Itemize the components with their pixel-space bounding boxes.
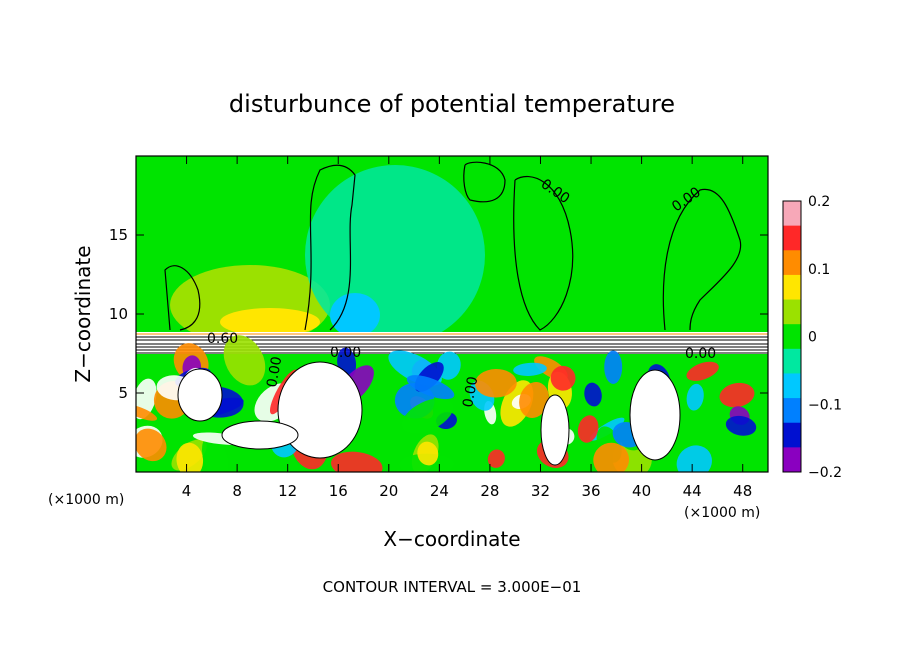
zero-contour — [662, 188, 742, 331]
eddy — [417, 441, 439, 466]
eddy — [436, 351, 461, 380]
x-ticks: 4 8 12 16 20 24 28 32 36 40 44 48 — [182, 156, 752, 500]
colorbar-tick-label: 0.2 — [808, 194, 830, 210]
eddy-core — [629, 369, 681, 461]
x-tick-label: 12 — [278, 482, 297, 500]
eddy — [577, 415, 599, 443]
colorbar-tick-label: 0 — [808, 330, 817, 346]
zero-contour — [463, 161, 506, 203]
contour-label: 0.00 — [264, 355, 285, 388]
x-unit-label: (×1000 m) — [684, 505, 760, 521]
eddy — [176, 442, 204, 472]
colorbar-swatch — [783, 398, 801, 424]
eddy — [519, 382, 549, 419]
eddy-core — [540, 394, 570, 466]
eddy — [513, 362, 547, 376]
eddy — [136, 428, 167, 462]
eddy — [136, 404, 158, 421]
eddy-core — [221, 420, 299, 450]
eddy — [676, 445, 712, 472]
eddy — [487, 449, 505, 468]
zero-contour — [513, 176, 574, 331]
colorbar-swatch — [783, 348, 801, 374]
contour-label: 0.00 — [330, 345, 361, 361]
colorbar-swatch — [783, 299, 801, 325]
x-tick-label: 20 — [379, 482, 398, 500]
zero-contour — [164, 265, 201, 331]
eddy — [686, 383, 704, 411]
colorbar-swatch — [783, 447, 801, 473]
colorbar — [782, 200, 802, 473]
colorbar-swatch — [783, 324, 801, 350]
cool-plume-core — [330, 293, 380, 337]
y-tick-label: 15 — [109, 226, 128, 244]
x-tick-label: 4 — [182, 482, 192, 500]
x-tick-label: 36 — [581, 482, 600, 500]
y-tick-label: 5 — [118, 384, 128, 402]
x-tick-label: 40 — [632, 482, 651, 500]
colorbar-tick-label: −0.1 — [808, 397, 842, 413]
colorbar-swatch — [783, 225, 801, 251]
contour-label: 0.00 — [685, 346, 716, 362]
contour-labels: 0.60 0.00 0.00 0.00 0.00 0.00 0.00 — [207, 176, 716, 409]
y-tick-label: 10 — [109, 305, 128, 323]
colorbar-tick-label: −0.2 — [808, 465, 842, 481]
colorbar-swatch — [783, 201, 801, 227]
warm-anomaly-core — [220, 308, 320, 336]
eddy — [550, 365, 576, 391]
chart-title: disturbunce of potential temperature — [229, 90, 675, 118]
eddy — [686, 361, 719, 381]
y-axis-label: Z−coordinate — [71, 245, 95, 382]
contour-label: 0.00 — [460, 375, 481, 408]
x-tick-label: 44 — [683, 482, 702, 500]
x-tick-label: 8 — [232, 482, 242, 500]
eddy — [406, 375, 455, 400]
eddy — [719, 382, 755, 408]
z-unit-label: (×1000 m) — [48, 492, 124, 508]
eddy-core — [277, 361, 363, 459]
colorbar-tick-label: 0.1 — [808, 262, 830, 278]
zero-contour — [304, 164, 356, 331]
eddy — [725, 415, 757, 436]
colorbar-swatch — [783, 250, 801, 276]
x-tick-label: 32 — [531, 482, 550, 500]
colorbar-frame — [782, 200, 802, 473]
eddy — [202, 435, 229, 472]
contour-interval-note: CONTOUR INTERVAL = 3.000E−01 — [323, 578, 582, 596]
x-axis-label: X−coordinate — [383, 527, 520, 551]
eddy — [331, 451, 383, 472]
colorbar-ticks: 0.2 0.1 0 −0.1 −0.2 — [808, 194, 842, 481]
eddy — [584, 382, 602, 407]
eddy — [223, 335, 266, 386]
eddy-core — [177, 368, 223, 422]
colorbar-swatch — [783, 373, 801, 399]
contour-label: 0.60 — [207, 331, 238, 347]
plot-area — [136, 156, 768, 472]
colorbar-swatch — [783, 274, 801, 301]
x-tick-label: 28 — [480, 482, 499, 500]
x-tick-label: 48 — [733, 482, 752, 500]
x-tick-label: 24 — [430, 482, 449, 500]
eddy — [593, 442, 630, 472]
x-tick-label: 16 — [329, 482, 348, 500]
eddy — [401, 398, 454, 434]
eddy — [474, 369, 517, 398]
turbulent-eddies — [136, 335, 757, 472]
eddy — [604, 350, 623, 384]
colorbar-swatch — [783, 422, 801, 448]
y-ticks: 5 10 15 — [109, 226, 768, 402]
